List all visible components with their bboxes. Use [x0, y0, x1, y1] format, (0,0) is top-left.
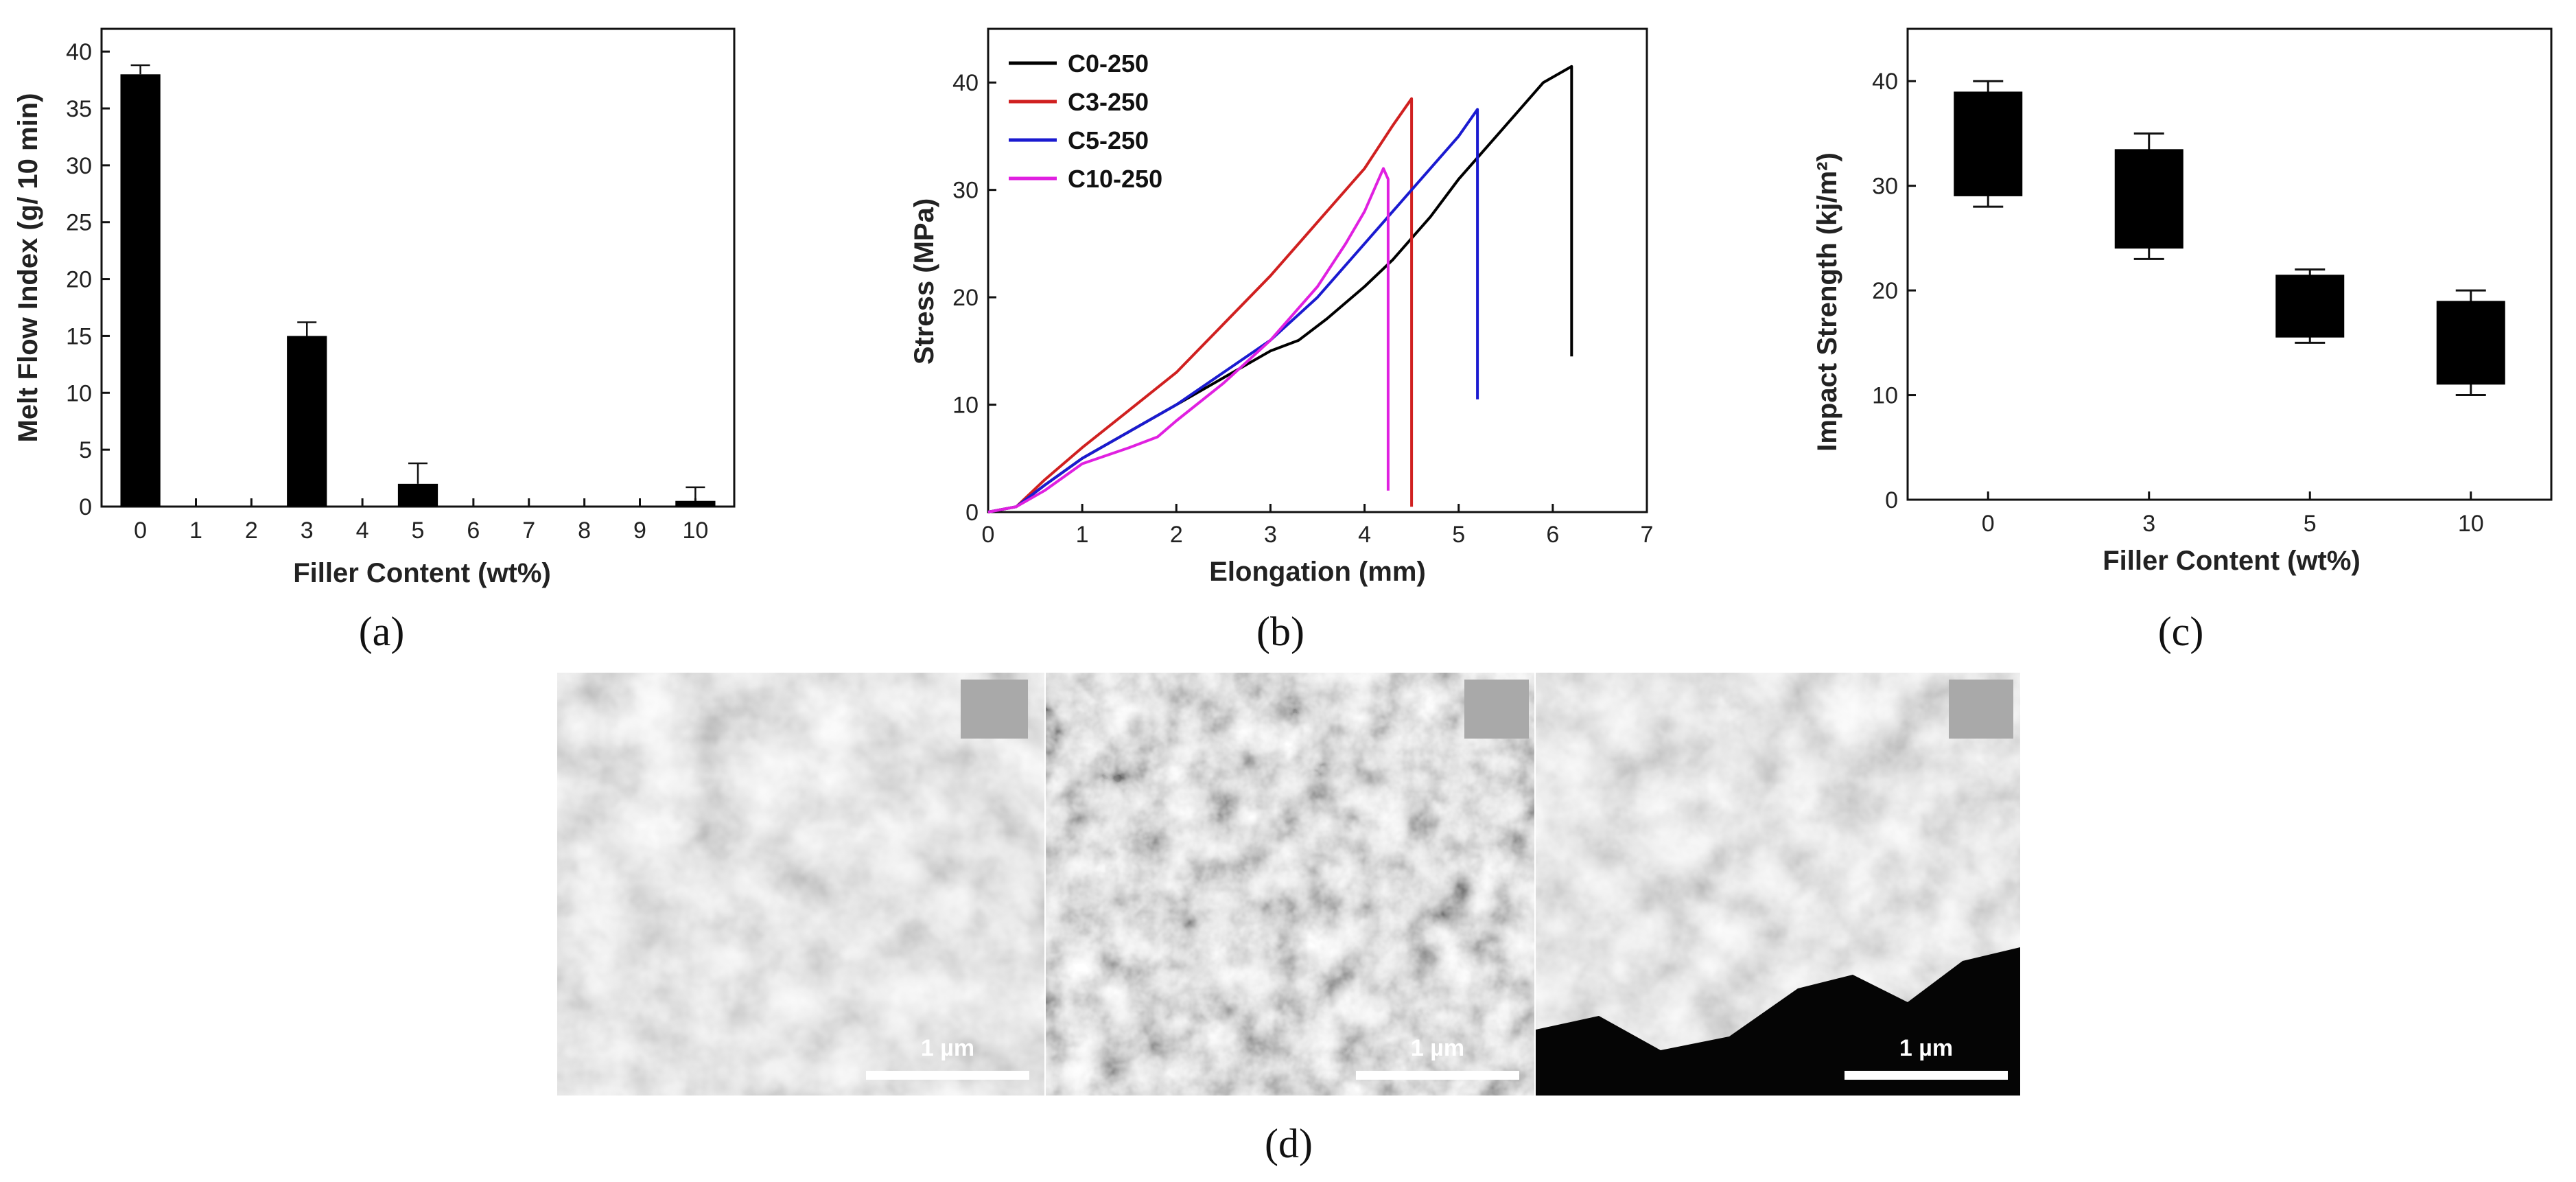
y-tick-label: 30	[952, 178, 979, 204]
x-tick-label: 10	[682, 518, 708, 544]
bar	[675, 500, 716, 507]
x-tick-label: 7	[1641, 522, 1654, 548]
x-tick-label: 5	[2304, 511, 2317, 537]
x-tick-label: 7	[522, 518, 535, 544]
x-tick-label: 4	[1358, 522, 1371, 548]
sem-image-2: 1 µm	[1046, 673, 1534, 1096]
y-tick-label: 20	[66, 267, 92, 293]
sem-image-3: 1 µm	[1536, 673, 2020, 1096]
y-tick-label: 40	[1872, 69, 1898, 95]
y-tick-label: 35	[66, 96, 92, 122]
x-axis-label: Filler Content (wt%)	[2103, 546, 2361, 576]
legend-label: C3-250	[1068, 88, 1149, 116]
sem-corner-mark	[1949, 680, 2013, 739]
y-tick-label: 20	[952, 285, 979, 311]
x-tick-label: 10	[2458, 511, 2484, 537]
box	[1954, 91, 2023, 196]
bar	[120, 74, 161, 507]
x-tick-label: 6	[1546, 522, 1559, 548]
legend-label: C0-250	[1068, 49, 1149, 78]
x-tick-label: 8	[578, 518, 591, 544]
y-axis-label: Melt Flow Index (g/ 10 min)	[13, 93, 43, 443]
bar	[397, 483, 438, 507]
scale-bar	[1356, 1071, 1519, 1080]
y-axis-label: Impact Strength (kj/m²)	[1812, 152, 1842, 452]
y-tick-label: 10	[66, 380, 92, 406]
x-tick-label: 6	[467, 518, 480, 544]
series-line-c5-250	[987, 108, 1479, 513]
x-tick-label: 5	[1452, 522, 1465, 548]
y-tick-label: 5	[79, 437, 92, 463]
y-tick-label: 30	[66, 153, 92, 179]
x-tick-label: 9	[633, 518, 646, 544]
y-tick-label: 20	[1872, 278, 1898, 304]
x-tick-label: 3	[2142, 511, 2155, 537]
x-tick-label: 4	[356, 518, 369, 544]
plot-frame	[1906, 27, 2553, 501]
sem-dark-region	[1536, 947, 2020, 1096]
series-line-c10-250	[987, 167, 1390, 513]
x-tick-label: 1	[1076, 522, 1089, 548]
x-tick-label: 1	[189, 518, 202, 544]
y-tick-label: 10	[1872, 383, 1898, 409]
scale-bar	[1845, 1071, 2008, 1080]
y-axis-label: Stress (MPa)	[909, 198, 939, 364]
legend-label: C5-250	[1068, 126, 1149, 154]
scale-bar-label: 1 µm	[921, 1035, 974, 1061]
y-tick-label: 40	[952, 70, 979, 96]
chart-melt-flow-index: 0 5 10 15 20 25 30 35 40 0 1 2 3 4 5 6 7 8 9 10 Melt Flow I…	[13, 27, 736, 588]
scale-bar-label: 1 µm	[1411, 1035, 1464, 1061]
sem-corner-mark	[961, 680, 1028, 739]
sem-image-1: 1 µm	[557, 673, 1044, 1096]
bar	[287, 336, 327, 507]
chart-impact-strength: 0 10 20 30 40 0 3 5 10 Impact Strength (kj/m²) F…	[1812, 27, 2553, 576]
box	[2114, 149, 2183, 249]
series-line-c3-250	[987, 97, 1414, 513]
y-tick-label: 30	[1872, 174, 1898, 200]
x-tick-label: 0	[982, 522, 995, 548]
scale-bar-label: 1 µm	[1899, 1035, 1953, 1061]
panel-label-d: (d)	[1265, 1121, 1313, 1166]
panel-label-c: (c)	[2158, 609, 2204, 654]
x-tick-label: 2	[1170, 522, 1183, 548]
y-tick-label: 0	[79, 494, 92, 520]
plot-frame	[987, 27, 1648, 513]
y-tick-label: 10	[952, 393, 979, 419]
y-tick-label: 15	[66, 323, 92, 349]
x-tick-label: 3	[301, 518, 314, 544]
x-tick-label: 3	[1264, 522, 1277, 548]
x-axis-label: Elongation (mm)	[1209, 557, 1426, 587]
box	[2275, 275, 2345, 338]
y-tick-label: 25	[66, 210, 92, 236]
x-tick-label: 5	[412, 518, 425, 544]
y-tick-label: 0	[965, 500, 979, 526]
scale-bar	[866, 1071, 1029, 1080]
plot-frame	[100, 27, 736, 508]
y-tick-label: 40	[66, 39, 92, 65]
panel-label-b: (b)	[1256, 609, 1304, 654]
chart-stress-elongation: 0 10 20 30 40 0 1 2 3 4 5 6 7 C0-250 C3-250 C5-250 C10-2…	[909, 27, 1654, 587]
x-tick-label: 0	[134, 518, 147, 544]
panel-label-a: (a)	[359, 609, 405, 654]
y-tick-label: 0	[1885, 487, 1898, 513]
x-tick-label: 0	[1982, 511, 1995, 537]
x-tick-label: 2	[245, 518, 258, 544]
x-axis-label: Filler Content (wt%)	[293, 558, 551, 588]
box	[2436, 301, 2505, 385]
legend-label: C10-250	[1068, 165, 1162, 193]
sem-corner-mark	[1464, 680, 1529, 739]
